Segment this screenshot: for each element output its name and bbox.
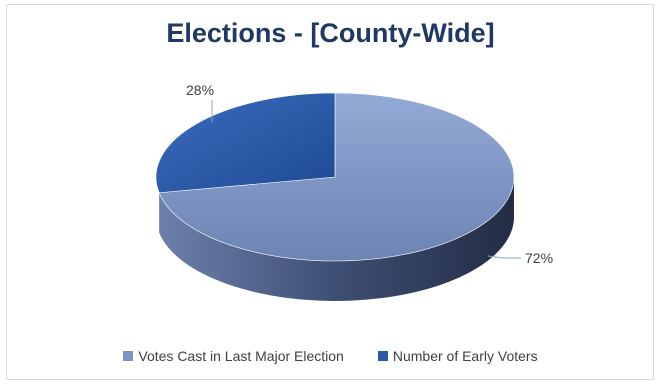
legend-label-early-voters: Number of Early Voters [392,348,538,364]
data-label-early-voters: 28% [186,82,214,98]
legend-item-votes-cast: Votes Cast in Last Major Election [123,348,344,364]
legend-swatch-early-voters [377,351,388,361]
pie-slice-early-voters [155,92,336,194]
pie-slice-votes-cast [158,92,515,262]
legend-item-early-voters: Number of Early Voters [377,348,538,364]
chart-title: Elections - [County-Wide] [166,18,495,48]
data-label-votes-cast: 72% [525,250,553,266]
chart-legend: Votes Cast in Last Major Election Number… [0,348,661,364]
pie-slice-side-votes-cast [159,177,514,302]
data-label-votes-cast-leader [487,255,521,259]
legend-swatch-votes-cast [123,351,134,361]
legend-label-votes-cast: Votes Cast in Last Major Election [138,348,344,364]
